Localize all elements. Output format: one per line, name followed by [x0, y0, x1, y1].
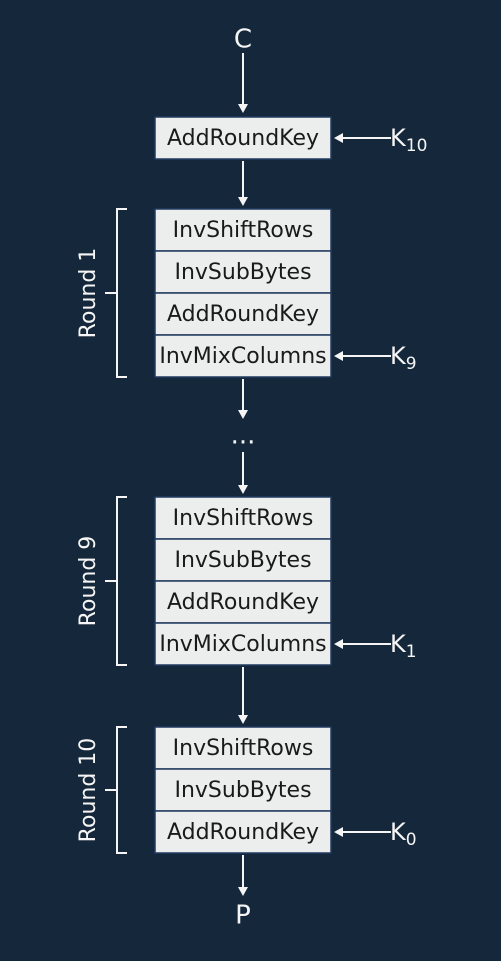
op-label: AddRoundKey: [167, 820, 319, 845]
round-group-1: InvShiftRows InvSubBytes AddRoundKey InvMix…: [76, 497, 331, 665]
op-label: InvShiftRows: [173, 506, 314, 531]
op-label: AddRoundKey: [167, 590, 319, 615]
key-label: K9: [390, 342, 417, 374]
op-label: InvSubBytes: [174, 778, 311, 803]
input-label: C: [234, 25, 252, 55]
key-label-init: K10: [390, 124, 427, 156]
svg-text:AddRoundKey: AddRoundKey: [167, 126, 319, 151]
output-label: P: [235, 901, 251, 931]
op-label: InvSubBytes: [174, 260, 311, 285]
key-label: K1: [390, 630, 417, 662]
op-label: InvShiftRows: [173, 736, 314, 761]
round-label: Round 9: [76, 536, 101, 627]
op-label: AddRoundKey: [167, 302, 319, 327]
op-label: InvSubBytes: [174, 548, 311, 573]
round-label: Round 1: [76, 248, 101, 339]
round-group-2: InvShiftRows InvSubBytes AddRoundKey Round …: [76, 727, 331, 853]
initial-op: AddRoundKey: [155, 117, 331, 159]
round-label: Round 10: [76, 738, 101, 843]
op-label: InvShiftRows: [173, 218, 314, 243]
round-group-0: InvShiftRows InvSubBytes AddRoundKey InvMix…: [76, 209, 331, 377]
op-label: InvMixColumns: [159, 344, 326, 369]
op-label: InvMixColumns: [159, 632, 326, 657]
ellipsis: ...: [231, 421, 256, 451]
key-label: K0: [390, 818, 417, 850]
